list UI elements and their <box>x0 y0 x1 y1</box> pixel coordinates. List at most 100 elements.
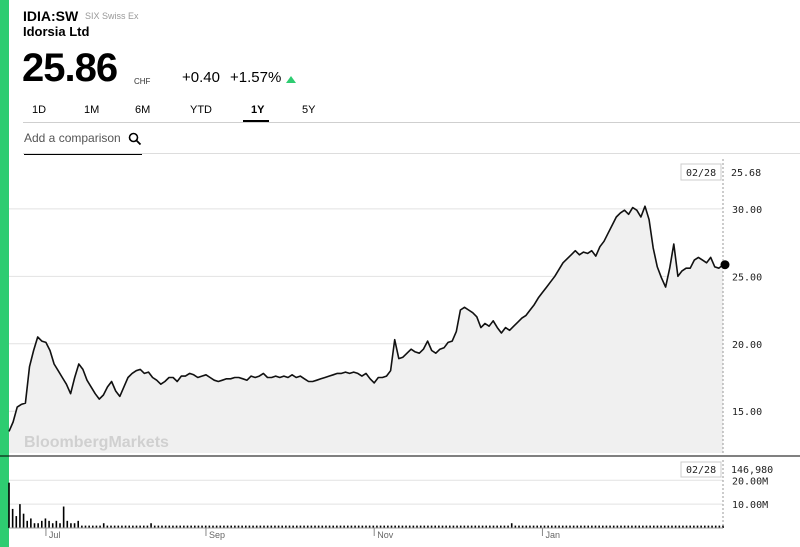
comparison-search[interactable]: Add a comparison <box>24 131 142 155</box>
y-tick-label: 30.00 <box>732 205 762 216</box>
volume-bar <box>521 525 524 528</box>
comparison-input-placeholder[interactable]: Add a comparison <box>24 131 121 145</box>
volume-bar <box>175 525 178 528</box>
volume-bar <box>266 525 269 528</box>
price-line <box>8 205 724 432</box>
volume-bar <box>248 525 251 528</box>
volume-bar <box>230 525 233 528</box>
volume-bar <box>292 525 294 528</box>
volume-bar <box>285 525 287 528</box>
volume-bar <box>350 525 353 528</box>
volume-bar <box>102 523 105 528</box>
accent-bar <box>0 0 9 547</box>
volume-bar <box>153 525 156 528</box>
volume-bar <box>139 525 141 528</box>
volume-bar <box>277 525 280 528</box>
volume-bar <box>682 525 684 528</box>
volume-bar <box>434 525 437 528</box>
volume-bar <box>234 525 236 528</box>
volume-bar <box>73 523 76 528</box>
divider <box>23 122 800 123</box>
volume-bar <box>317 525 320 528</box>
x-tick-label: Jul <box>49 530 61 540</box>
volume-bar <box>416 525 418 528</box>
volume-bar <box>652 525 655 528</box>
volume-bar <box>121 525 123 528</box>
volume-bar <box>445 525 447 528</box>
volume-bar <box>463 525 466 528</box>
volume-tick-label: 20.00M <box>732 476 768 487</box>
volume-bar <box>674 525 677 528</box>
volume-bar <box>678 525 681 528</box>
volume-bar <box>51 523 54 528</box>
volume-bar <box>270 525 273 528</box>
volume-bar <box>598 525 600 528</box>
volume-bar <box>306 525 309 528</box>
volume-bar <box>587 525 590 528</box>
divider <box>23 153 800 154</box>
volume-bar <box>514 525 517 528</box>
volume-bar <box>554 525 557 528</box>
volume-bar <box>91 525 94 528</box>
volume-bar <box>328 525 331 528</box>
tab-ytd[interactable]: YTD <box>190 104 212 116</box>
volume-bar <box>718 525 721 528</box>
volume-bar <box>376 525 378 528</box>
volume-bar <box>583 525 586 528</box>
volume-bar <box>164 525 167 528</box>
volume-bar <box>288 525 291 528</box>
volume-bar <box>474 525 477 528</box>
volume-bar <box>397 525 400 528</box>
volume-bar <box>255 525 258 528</box>
volume-bar <box>310 525 313 528</box>
volume-bar <box>601 525 604 528</box>
volume-bar <box>605 525 608 528</box>
volume-bar <box>19 504 21 528</box>
tab-5y[interactable]: 5Y <box>302 104 316 116</box>
volume-bar <box>572 525 575 528</box>
volume-bar <box>558 525 560 528</box>
tab-1d[interactable]: 1D <box>32 104 47 116</box>
volume-bar <box>372 525 375 528</box>
tab-1y[interactable]: 1Y <box>251 104 265 116</box>
volume-bar <box>157 525 160 528</box>
tab-1m[interactable]: 1M <box>84 104 100 116</box>
y-tick-label: 25.00 <box>732 272 762 283</box>
volume-bar <box>536 525 539 528</box>
volume-bar <box>343 525 345 528</box>
volume-bar <box>124 525 127 528</box>
last-value-label: 25.68 <box>731 168 761 179</box>
volume-bar <box>70 523 72 528</box>
volume-bar <box>168 525 171 528</box>
volume-bar <box>135 525 138 528</box>
x-tick-label: Jan <box>545 530 560 540</box>
volume-bar <box>561 525 564 528</box>
volume-bar <box>339 525 342 528</box>
volume-bar <box>631 525 633 528</box>
volume-bar <box>361 525 364 528</box>
volume-bar <box>540 525 542 528</box>
search-icon[interactable] <box>128 132 142 146</box>
volume-bar <box>193 525 196 528</box>
volume-bar <box>609 525 611 528</box>
volume-bar <box>470 525 473 528</box>
volume-bar <box>336 525 338 528</box>
volume-bar <box>150 523 152 528</box>
volume-bar <box>30 518 32 528</box>
volume-bar <box>722 525 724 528</box>
volume-bar <box>208 525 211 528</box>
volume-bar <box>179 525 182 528</box>
volume-bar <box>263 525 265 528</box>
tab-6m[interactable]: 6M <box>135 104 151 116</box>
volume-bar <box>117 525 120 528</box>
volume-bar <box>84 525 87 528</box>
volume-bar <box>594 525 597 528</box>
volume-bar <box>627 525 630 528</box>
volume-bar <box>634 525 637 528</box>
volume-bar <box>183 525 185 528</box>
company-name: Idorsia Ltd <box>23 24 90 39</box>
ticker-symbol: IDIA:SW <box>23 8 79 24</box>
volume-bar <box>241 525 243 528</box>
volume-bar <box>332 525 335 528</box>
